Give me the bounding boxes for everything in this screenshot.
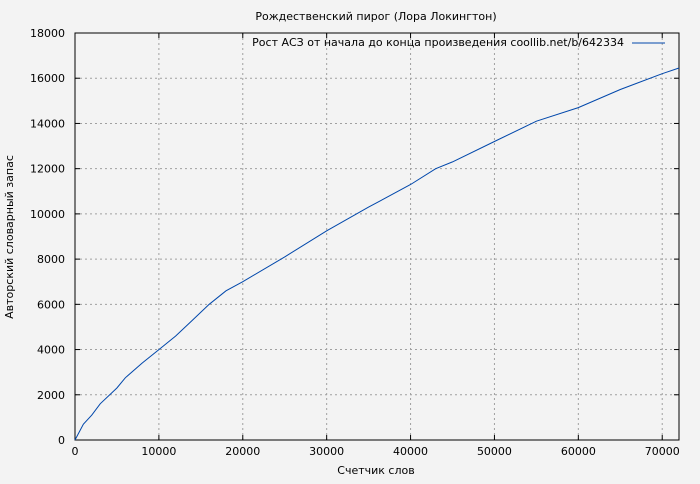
y-tick-label: 8000 [37,253,65,266]
x-tick-label: 30000 [309,445,344,458]
series-line [74,67,680,441]
x-tick-label: 50000 [477,445,512,458]
y-tick-label: 0 [58,434,65,447]
chart-title: Рождественский пирог (Лора Локингтон) [255,10,496,23]
y-tick-label: 10000 [30,208,65,221]
x-tick-label: 60000 [561,445,596,458]
x-tick-label: 0 [72,445,79,458]
grid [75,33,679,440]
x-tick-label: 70000 [645,445,680,458]
y-tick-label: 2000 [37,389,65,402]
plot-frame [74,32,680,441]
x-tick-label: 10000 [141,445,176,458]
legend-label: Рост АСЗ от начала до конца произведения… [252,36,624,49]
x-tick-label: 20000 [225,445,260,458]
y-tick-label: 6000 [37,298,65,311]
y-tick-label: 4000 [37,344,65,357]
axis-ticks: 0 10000 20000 30000 40000 50000 60000 70000 0 200… [30,27,680,458]
y-tick-label: 12000 [30,163,65,176]
y-tick-label: 14000 [30,117,65,130]
series-layer [74,67,680,441]
x-tick-label: 40000 [393,445,428,458]
x-axis-label: Счетчик слов [337,464,414,477]
y-axis-label: Авторский словарный запас [3,155,16,319]
y-tick-label: 18000 [30,27,65,40]
y-tick-label: 16000 [30,72,65,85]
